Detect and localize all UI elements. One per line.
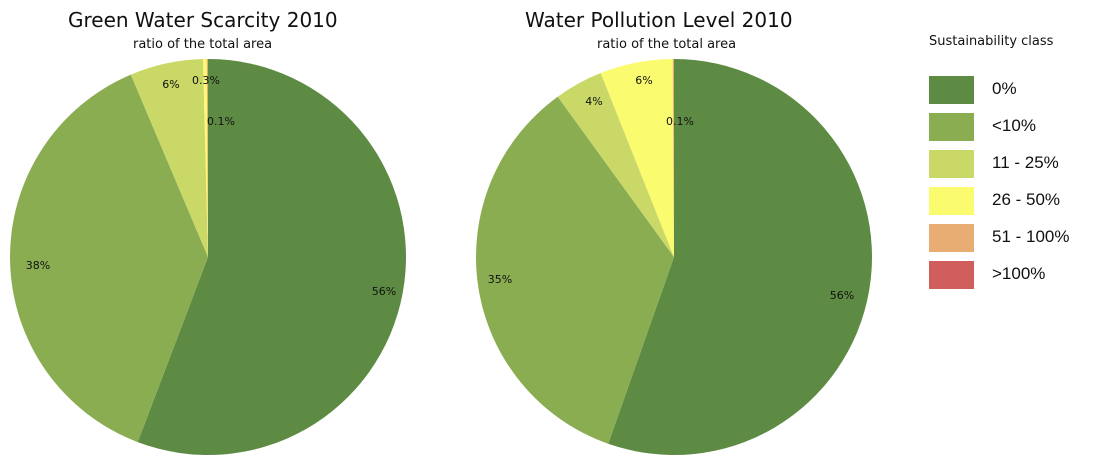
pie-slice-26-50-pct (203, 59, 208, 257)
legend-swatch (929, 187, 974, 215)
pie-data-label: 6% (635, 74, 652, 87)
legend-swatch (929, 113, 974, 141)
pie-slice-51-100-pct (206, 58, 208, 257)
pie-slice-10-pct (9, 74, 208, 443)
pie-chart-water-pollution-level: 56% 35% 4% 6% 0.1% (475, 58, 873, 455)
pie-slice-0-pct (608, 59, 873, 455)
legend-swatch (929, 76, 974, 104)
chart-title-water-pollution-level: Water Pollution Level 2010 (525, 8, 793, 32)
pie-data-label: 0.1% (207, 115, 235, 128)
pie-data-label: 4% (585, 95, 602, 108)
legend: Sustainability class 0% <10% 11 - 25% 26… (915, 34, 1091, 302)
pie-data-label: 56% (372, 285, 396, 298)
pie-slice-0-pct (137, 59, 406, 455)
chart-title-green-water-scarcity: Green Water Scarcity 2010 (68, 8, 338, 32)
pie-chart-green-water-scarcity: 56% 38% 6% 0.3% 0.1% (9, 58, 406, 455)
legend-label: >100% (992, 264, 1046, 283)
chart-subtitle-green-water-scarcity: ratio of the total area (133, 37, 273, 52)
legend-swatch (929, 224, 974, 252)
legend-label: 51 - 100% (992, 227, 1070, 246)
legend-swatch (929, 150, 974, 178)
legend-label: <10% (992, 116, 1036, 135)
chart-subtitle-water-pollution-level: ratio of the total area (597, 37, 737, 52)
legend-label: 11 - 25% (992, 153, 1059, 172)
pie-data-label: 35% (488, 273, 512, 286)
pie-data-label: 0.3% (192, 74, 220, 87)
pie-data-label: 6% (162, 78, 179, 91)
pie-data-label: 56% (830, 289, 854, 302)
pie-data-label: 0.1% (666, 115, 694, 128)
pie-slice-51-100-pct (672, 58, 674, 257)
pie-data-label: 38% (26, 259, 50, 272)
legend-label: 0% (992, 79, 1017, 98)
pie-slice-11-25-pct (557, 73, 674, 257)
pie-slice-26-50-pct (600, 59, 674, 257)
pie-slice-10-pct (475, 96, 674, 444)
legend-swatch (929, 261, 974, 289)
legend-title: Sustainability class (929, 34, 1054, 49)
legend-label: 26 - 50% (992, 190, 1061, 209)
pie-slice-11-25-pct (130, 59, 208, 258)
